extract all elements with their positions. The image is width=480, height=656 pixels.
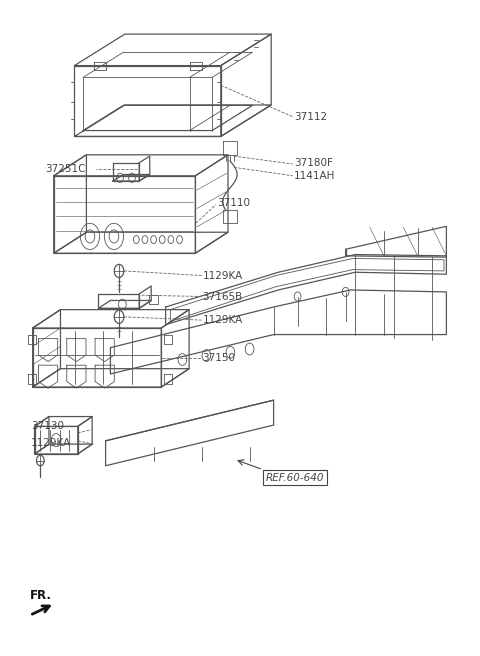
Text: REF.60-640: REF.60-640 [265, 472, 324, 483]
Text: 37180F: 37180F [294, 157, 333, 168]
Text: 1129KA: 1129KA [31, 438, 72, 449]
Text: 37165B: 37165B [203, 291, 243, 302]
Text: FR.: FR. [30, 589, 52, 602]
Text: 37150: 37150 [203, 352, 236, 363]
Text: 37130: 37130 [31, 421, 64, 432]
Text: 1129KA: 1129KA [203, 270, 243, 281]
Text: 37251C: 37251C [46, 164, 86, 174]
Text: 1141AH: 1141AH [294, 171, 335, 181]
Text: 37110: 37110 [217, 198, 250, 209]
Text: 1129KA: 1129KA [203, 315, 243, 325]
Text: 37112: 37112 [294, 112, 327, 122]
